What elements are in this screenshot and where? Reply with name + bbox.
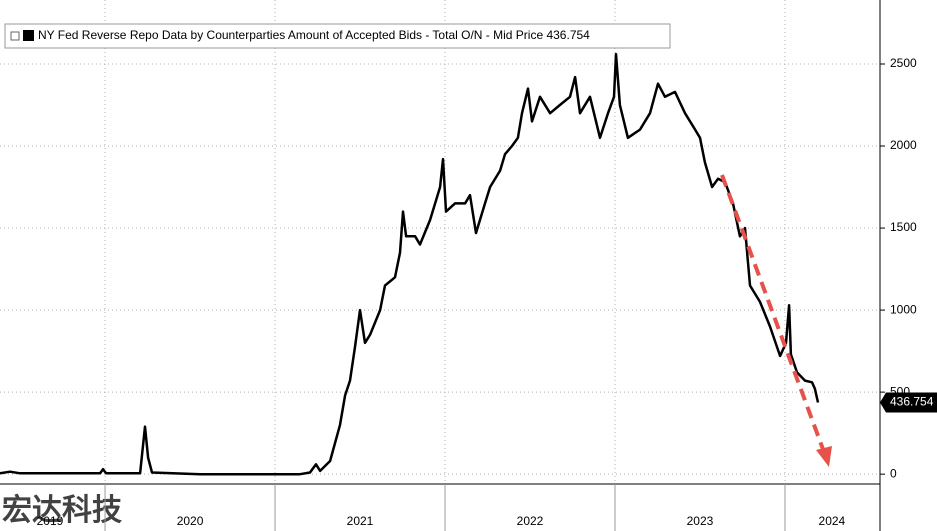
legend-box — [4, 23, 671, 49]
x-tick-label: 2022 — [517, 514, 544, 528]
legend-toggle — [10, 31, 20, 41]
y-tick-label: 2500 — [890, 56, 917, 70]
x-tick-label: 2019 — [37, 514, 64, 528]
y-tick-label: 0 — [890, 466, 897, 480]
y-tick-label: 1500 — [890, 220, 917, 234]
chart-title: NY Fed Reverse Repo Data by Counterparti… — [38, 28, 590, 42]
x-tick-label: 2020 — [177, 514, 204, 528]
x-tick-label: 2023 — [687, 514, 714, 528]
legend-swatch — [23, 30, 34, 41]
y-tick-label: 2000 — [890, 138, 917, 152]
arrow-shaft — [720, 174, 826, 453]
last-value-label: 436.754 — [890, 395, 934, 409]
arrow-head — [816, 446, 832, 467]
trend-arrow — [720, 174, 832, 467]
watermark: 宏达科技 — [2, 493, 122, 527]
x-tick-label: 2024 — [819, 514, 846, 528]
legend: NY Fed Reverse Repo Data by Counterparti… — [4, 23, 671, 49]
x-tick-label: 2021 — [347, 514, 374, 528]
y-tick-label: 1000 — [890, 302, 917, 316]
last-value-tag — [880, 392, 937, 413]
